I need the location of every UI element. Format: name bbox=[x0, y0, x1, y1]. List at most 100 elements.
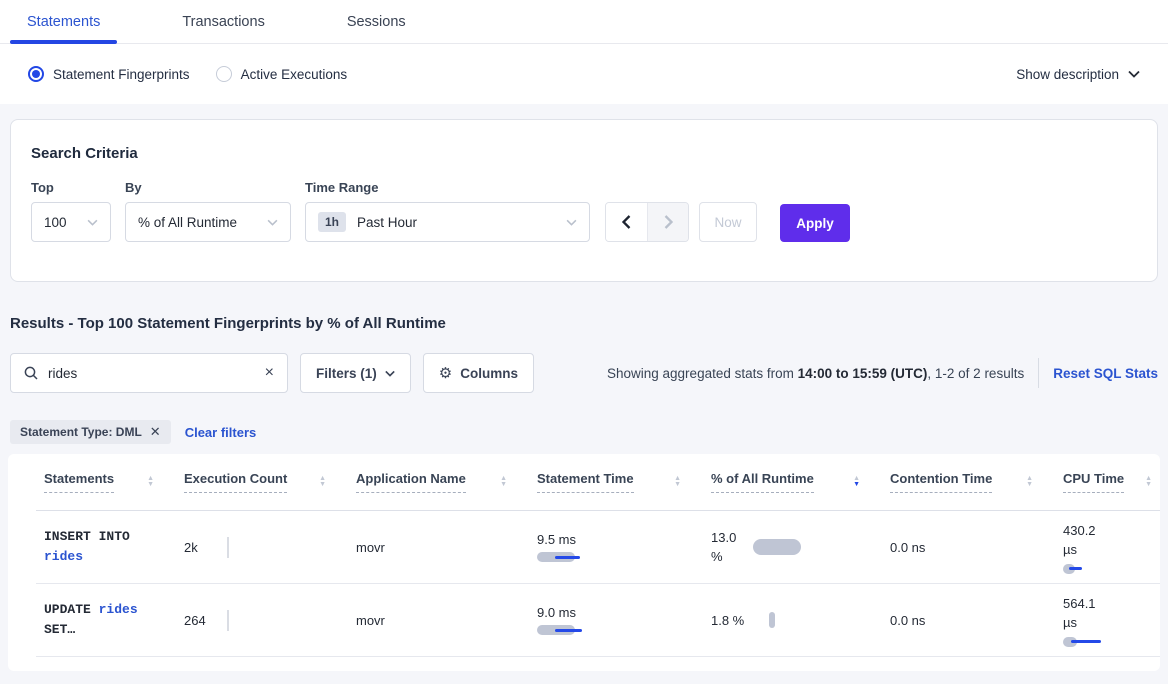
chevron-down-icon bbox=[1128, 70, 1140, 78]
by-select[interactable]: % of All Runtime bbox=[125, 202, 291, 242]
remove-filter-icon[interactable]: ✕ bbox=[149, 424, 161, 439]
statement-text: INSERT INTO bbox=[44, 529, 130, 544]
execution-count-bar bbox=[227, 536, 229, 558]
time-nav-arrows bbox=[605, 202, 689, 242]
statement-time-bar bbox=[537, 552, 703, 562]
tab-sessions[interactable]: Sessions bbox=[330, 0, 423, 43]
cpu-time-cell: 430.2 µs bbox=[1055, 521, 1160, 574]
by-label: By bbox=[125, 180, 142, 195]
search-criteria-title: Search Criteria bbox=[31, 145, 138, 162]
reset-sql-stats-link[interactable]: Reset SQL Stats bbox=[1053, 365, 1158, 381]
previous-time-button[interactable] bbox=[606, 203, 647, 241]
statement-time-cell: 9.5 ms bbox=[529, 532, 703, 562]
column-header-label: Statement Time bbox=[537, 471, 634, 493]
application-name-cell: movr bbox=[348, 613, 529, 628]
contention-time-value: 0.0 ns bbox=[890, 539, 926, 555]
filters-button[interactable]: Filters (1) bbox=[300, 353, 411, 393]
cpu-time-bar bbox=[1063, 636, 1160, 647]
statements-table: Statements ▲ ▼ Execution Count ▲ ▼ Applica… bbox=[8, 454, 1160, 671]
filter-chip-statement-type[interactable]: Statement Type: DML ✕ bbox=[10, 420, 171, 444]
chevron-left-icon bbox=[622, 215, 631, 229]
tab-transactions-label: Transactions bbox=[182, 13, 265, 30]
radio-active-executions-label: Active Executions bbox=[240, 66, 348, 82]
view-toggle-bar: Statement Fingerprints Active Executions… bbox=[0, 44, 1168, 104]
now-button-label: Now bbox=[714, 214, 742, 230]
chevron-down-icon bbox=[267, 219, 278, 226]
cpu-time-value: 564.1 µs bbox=[1063, 595, 1096, 630]
sort-icon[interactable]: ▲ ▼ bbox=[500, 475, 507, 488]
results-heading: Results - Top 100 Statement Fingerprints… bbox=[10, 315, 446, 332]
divider bbox=[1038, 358, 1040, 388]
table-row[interactable]: UPDATE rides SET… 264 movr 9.0 ms 1.8 % … bbox=[36, 584, 1160, 657]
column-header-statements[interactable]: Statements ▲ ▼ bbox=[36, 471, 176, 493]
application-name-value: movr bbox=[356, 539, 385, 555]
sort-icon[interactable]: ▲ ▼ bbox=[1145, 475, 1152, 488]
show-description-toggle[interactable]: Show description bbox=[1016, 67, 1140, 82]
column-header-label: % of All Runtime bbox=[711, 471, 814, 493]
application-name-cell: movr bbox=[348, 540, 529, 555]
search-box: × bbox=[10, 353, 288, 393]
columns-button[interactable]: ⚙ Columns bbox=[422, 353, 534, 393]
now-button[interactable]: Now bbox=[699, 202, 757, 242]
chevron-down-icon bbox=[87, 219, 98, 226]
cpu-time-cell: 564.1 µs bbox=[1055, 594, 1160, 647]
statement-cell[interactable]: INSERT INTO rides bbox=[36, 527, 176, 567]
statement-link[interactable]: rides bbox=[44, 549, 84, 564]
sort-icon-active-desc[interactable]: ▲ ▼ bbox=[853, 475, 860, 488]
runtime-bar bbox=[753, 539, 801, 555]
column-header-percent-of-all-runtime[interactable]: % of All Runtime ▲ ▼ bbox=[703, 471, 882, 493]
sort-icon[interactable]: ▲ ▼ bbox=[1026, 475, 1033, 488]
radio-selected-icon bbox=[28, 66, 44, 82]
stats-prefix: Showing aggregated stats from bbox=[607, 365, 798, 381]
time-range-field: Time Range 1h Past Hour bbox=[305, 180, 590, 242]
time-range-label: Time Range bbox=[305, 180, 379, 195]
top-field: Top 100 bbox=[31, 180, 111, 242]
tab-transactions[interactable]: Transactions bbox=[165, 0, 281, 43]
page-tabs: Statements Transactions Sessions bbox=[0, 0, 1168, 44]
statement-time-cell: 9.0 ms bbox=[529, 605, 703, 635]
next-time-button[interactable] bbox=[647, 203, 688, 241]
clear-filters-link[interactable]: Clear filters bbox=[184, 424, 257, 440]
column-header-execution-count[interactable]: Execution Count ▲ ▼ bbox=[176, 471, 348, 493]
tab-statements[interactable]: Statements bbox=[10, 0, 118, 44]
statement-link[interactable]: rides bbox=[98, 602, 138, 617]
bar-gray bbox=[1063, 636, 1077, 647]
tab-sessions-label: Sessions bbox=[346, 13, 406, 30]
statement-cell[interactable]: UPDATE rides SET… bbox=[36, 600, 176, 640]
execution-count-value: 2k bbox=[184, 539, 198, 555]
column-header-label: Statements bbox=[44, 471, 115, 493]
clear-search-icon[interactable]: × bbox=[264, 364, 274, 381]
sort-icon[interactable]: ▲ ▼ bbox=[147, 475, 154, 488]
time-range-select[interactable]: 1h Past Hour bbox=[305, 202, 590, 242]
sort-icon[interactable]: ▲ ▼ bbox=[319, 475, 326, 488]
statement-time-value: 9.0 ms bbox=[537, 605, 577, 620]
radio-active-executions[interactable]: Active Executions bbox=[215, 66, 348, 82]
column-header-cpu-time[interactable]: CPU Time ▲ ▼ bbox=[1055, 471, 1160, 493]
chevron-right-icon bbox=[664, 215, 673, 229]
runtime-cell: 1.8 % bbox=[703, 611, 882, 630]
column-header-label: Execution Count bbox=[184, 471, 288, 493]
column-header-contention-time[interactable]: Contention Time ▲ ▼ bbox=[882, 471, 1055, 493]
gear-icon: ⚙ bbox=[438, 365, 453, 382]
column-header-application-name[interactable]: Application Name ▲ ▼ bbox=[348, 471, 529, 493]
by-field: By % of All Runtime bbox=[125, 180, 291, 242]
radio-statement-fingerprints[interactable]: Statement Fingerprints bbox=[28, 66, 190, 82]
table-header-row: Statements ▲ ▼ Execution Count ▲ ▼ Applica… bbox=[36, 454, 1160, 511]
runtime-value: 13.0 % bbox=[711, 530, 737, 564]
apply-button[interactable]: Apply bbox=[780, 204, 850, 242]
application-name-value: movr bbox=[356, 612, 385, 628]
table-row[interactable]: INSERT INTO rides 2k movr 9.5 ms 13.0 % … bbox=[36, 511, 1160, 584]
execution-count-cell: 2k bbox=[176, 536, 348, 558]
top-label: Top bbox=[31, 180, 54, 195]
top-select[interactable]: 100 bbox=[31, 202, 111, 242]
search-input[interactable] bbox=[48, 365, 265, 381]
runtime-bar bbox=[769, 612, 775, 628]
column-header-statement-time[interactable]: Statement Time ▲ ▼ bbox=[529, 471, 703, 493]
contention-time-cell: 0.0 ns bbox=[882, 540, 1055, 555]
sort-icon[interactable]: ▲ ▼ bbox=[674, 475, 681, 488]
cpu-time-value: 430.2 µs bbox=[1063, 522, 1096, 557]
statement-time-bar bbox=[537, 625, 703, 635]
tab-statements-label: Statements bbox=[27, 13, 101, 30]
column-header-label: Contention Time bbox=[890, 471, 993, 493]
filters-button-label: Filters (1) bbox=[316, 365, 377, 381]
